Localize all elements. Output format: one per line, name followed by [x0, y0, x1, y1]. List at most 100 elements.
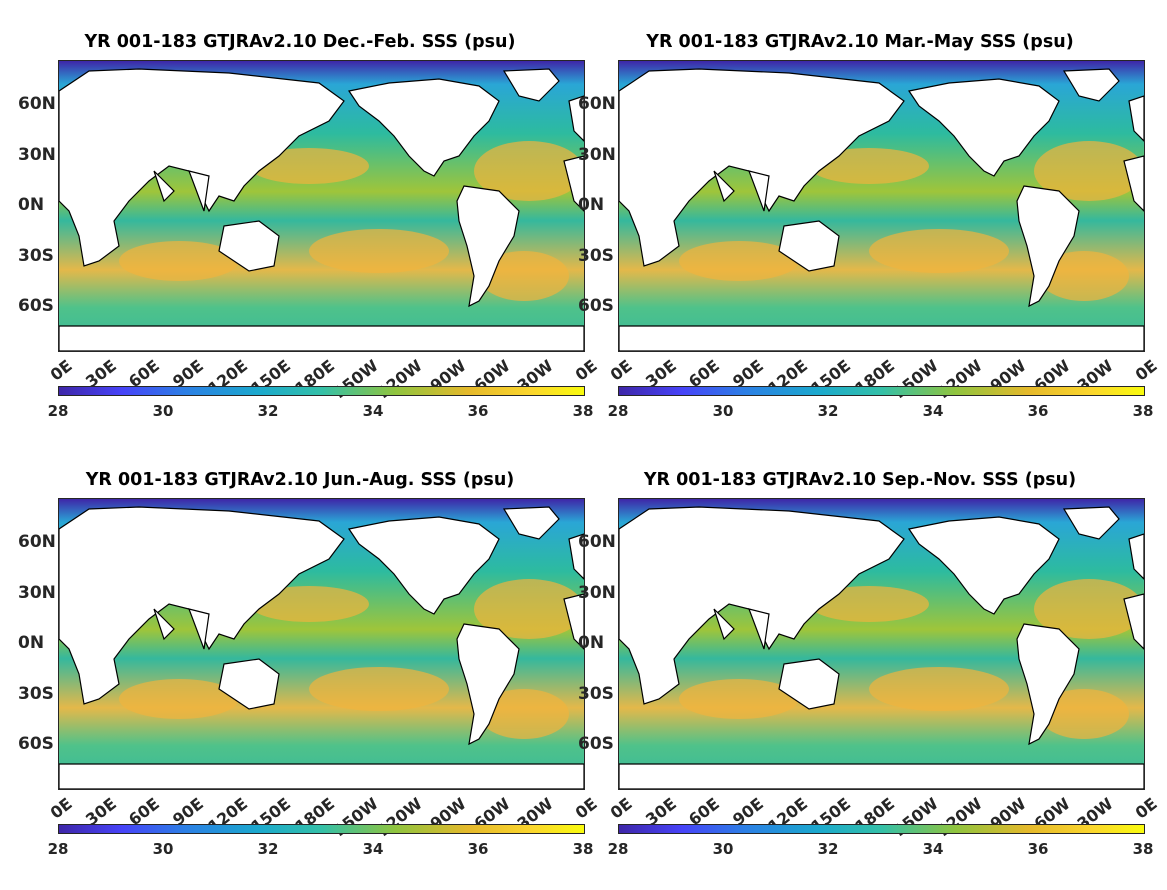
land-mass	[619, 763, 1144, 789]
land-mass	[59, 763, 584, 789]
colorbar-tick-label: 32	[257, 840, 279, 858]
latitude-label: 30N	[18, 145, 56, 165]
land-mass	[619, 325, 1144, 351]
land-mass	[456, 185, 520, 308]
latitude-label: 60N	[578, 94, 616, 114]
longitude-label: 0E	[46, 794, 76, 823]
panel-title: YR 001-183 GTJRAv2.10 Sep.-Nov. SSS (psu…	[643, 470, 1077, 490]
colorbar	[58, 386, 585, 396]
land-mass	[1016, 185, 1080, 308]
colorbar	[58, 824, 585, 834]
land-mass	[153, 608, 175, 641]
land-mass	[908, 78, 1060, 177]
land-mass	[59, 325, 584, 351]
land-mass	[59, 68, 345, 267]
land-mass	[153, 170, 175, 203]
high-salinity-region	[474, 141, 584, 201]
land-mass	[563, 155, 584, 212]
latitude-label: 0N	[18, 633, 45, 653]
salinity-map	[58, 60, 585, 352]
longitude-label: 0E	[1131, 356, 1161, 385]
colorbar	[618, 386, 1145, 396]
high-salinity-region	[869, 667, 1009, 711]
latitude-label: 30N	[18, 583, 56, 603]
map-panel-djf: YR 001-183 GTJRAv2.10 Dec.-Feb. SSS (psu…	[10, 32, 601, 452]
colorbar-tick-label: 28	[47, 402, 69, 420]
colorbar-tick-label: 32	[817, 840, 839, 858]
land-mass	[908, 516, 1060, 615]
land-mass	[568, 95, 584, 142]
colorbar-tick-label: 36	[467, 840, 489, 858]
high-salinity-region	[249, 586, 369, 622]
latitude-label: 0N	[18, 195, 45, 215]
colorbar-tick-label: 30	[152, 840, 174, 858]
panel-title: YR 001-183 GTJRAv2.10 Dec.-Feb. SSS (psu…	[84, 32, 516, 52]
salinity-map	[618, 498, 1145, 790]
latitude-label: 60S	[18, 296, 54, 316]
latitude-label: 30N	[578, 583, 616, 603]
high-salinity-region	[1034, 579, 1144, 639]
map-panel-jja: YR 001-183 GTJRAv2.10 Jun.-Aug. SSS (psu…	[10, 470, 601, 890]
high-salinity-region	[479, 251, 569, 301]
latitude-label: 30S	[18, 684, 54, 704]
colorbar-tick-label: 34	[362, 840, 384, 858]
land-mass	[778, 220, 840, 272]
high-salinity-region	[809, 148, 929, 184]
land-mass	[456, 623, 520, 746]
land-mass	[218, 658, 280, 710]
high-salinity-region	[869, 229, 1009, 273]
land-mass	[1128, 95, 1144, 142]
latitude-label: 60N	[578, 532, 616, 552]
land-mass	[1128, 533, 1144, 580]
high-salinity-region	[1039, 689, 1129, 739]
colorbar-tick-label: 34	[922, 402, 944, 420]
latitude-label: 60S	[578, 296, 614, 316]
colorbar	[618, 824, 1145, 834]
high-salinity-region	[679, 241, 799, 281]
high-salinity-region	[809, 586, 929, 622]
high-salinity-region	[474, 579, 584, 639]
land-mass	[568, 533, 584, 580]
colorbar-tick-label: 36	[1027, 840, 1049, 858]
high-salinity-region	[309, 667, 449, 711]
colorbar-tick-label: 28	[47, 840, 69, 858]
colorbar-tick-label: 30	[152, 402, 174, 420]
colorbar-tick-label: 34	[922, 840, 944, 858]
land-mass	[348, 516, 500, 615]
land-mass	[748, 170, 770, 212]
land-mass	[619, 68, 905, 267]
latitude-label: 0N	[578, 633, 605, 653]
land-mass	[218, 220, 280, 272]
longitude-label: 0E	[46, 356, 76, 385]
colorbar-tick-label: 32	[817, 402, 839, 420]
land-mass	[748, 608, 770, 650]
latitude-label: 60S	[18, 734, 54, 754]
map-panel-son: YR 001-183 GTJRAv2.10 Sep.-Nov. SSS (psu…	[570, 470, 1161, 890]
colorbar-tick-label: 28	[607, 402, 629, 420]
latitude-label: 60N	[18, 94, 56, 114]
longitude-label: 0E	[606, 356, 636, 385]
longitude-label: 0E	[606, 794, 636, 823]
latitude-label: 60S	[578, 734, 614, 754]
colorbar-tick-label: 38	[572, 402, 594, 420]
salinity-map	[618, 60, 1145, 352]
high-salinity-region	[679, 679, 799, 719]
colorbar-tick-label: 38	[1132, 840, 1154, 858]
longitude-label: 0E	[1131, 794, 1161, 823]
high-salinity-region	[1039, 251, 1129, 301]
land-mass	[188, 170, 210, 212]
colorbar-tick-label: 28	[607, 840, 629, 858]
panel-title: YR 001-183 GTJRAv2.10 Mar.-May SSS (psu)	[646, 32, 1074, 52]
land-mass	[563, 593, 584, 650]
land-mass	[1123, 155, 1144, 212]
high-salinity-region	[1034, 141, 1144, 201]
latitude-label: 60N	[18, 532, 56, 552]
land-mass	[619, 506, 905, 705]
land-mass	[713, 608, 735, 641]
latitude-label: 30N	[578, 145, 616, 165]
latitude-label: 30S	[578, 684, 614, 704]
land-mass	[502, 68, 560, 102]
high-salinity-region	[249, 148, 369, 184]
land-mass	[1062, 506, 1120, 540]
colorbar-tick-label: 38	[572, 840, 594, 858]
